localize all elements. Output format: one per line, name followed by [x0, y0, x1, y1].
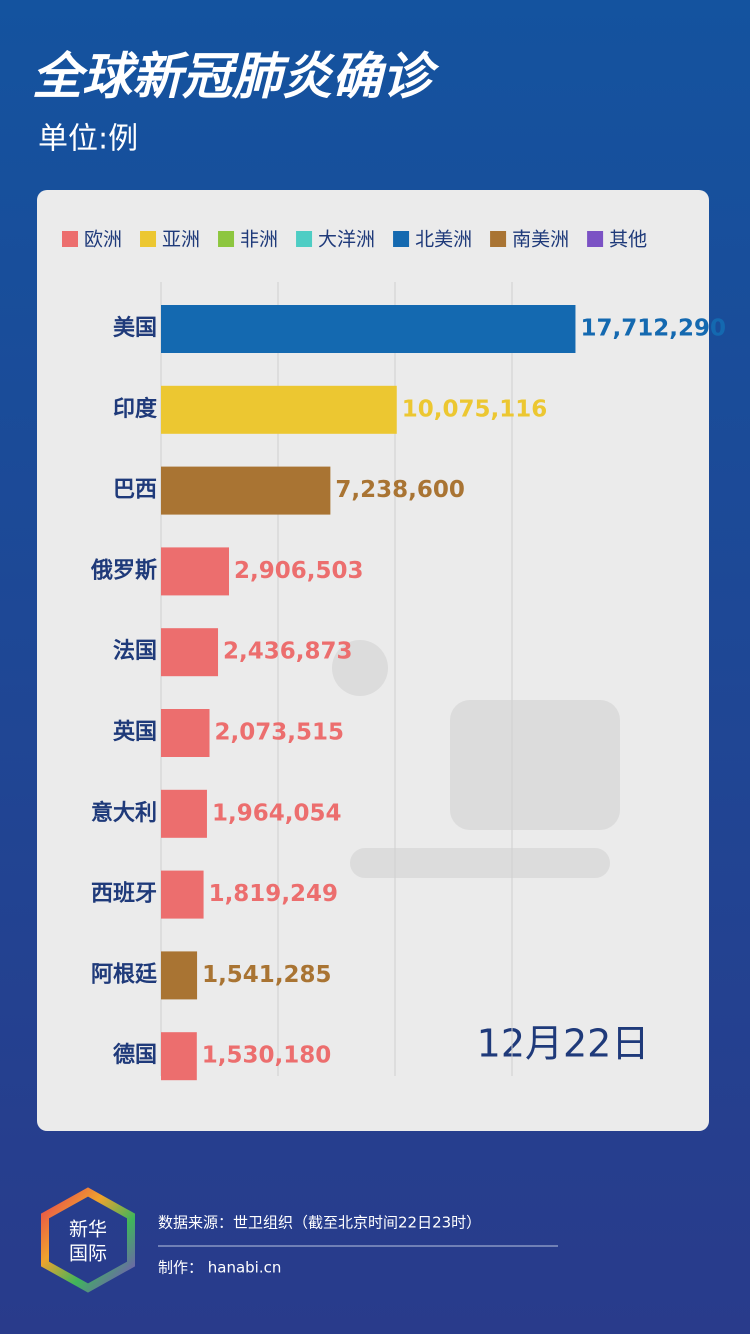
value-label: 1,819,249 — [209, 881, 339, 907]
legend-swatch — [490, 231, 507, 247]
y-tick-label: 德国 — [113, 1042, 157, 1068]
source: 数据来源：世卫组织（截至北京时间22日23时） — [158, 1214, 481, 1232]
value-label: 2,436,873 — [223, 639, 353, 665]
legend-label: 南美洲 — [512, 229, 569, 251]
value-label: 1,964,054 — [212, 800, 342, 826]
bar — [161, 547, 230, 596]
y-tick-label: 美国 — [113, 315, 157, 341]
logo-ring — [41, 1187, 135, 1293]
y-tick-label: 意大利 — [91, 800, 157, 826]
bar — [161, 628, 219, 677]
bar — [161, 305, 576, 353]
value-label: 1,541,285 — [202, 962, 332, 988]
value-label: 17,712,290 — [580, 316, 726, 342]
bar — [161, 870, 204, 919]
y-tick-label: 俄罗斯 — [90, 557, 157, 583]
legend-swatch — [140, 231, 157, 247]
legend-swatch — [393, 231, 410, 247]
value-label: 10,075,116 — [402, 396, 548, 422]
bar — [161, 951, 198, 1000]
legend-label: 北美洲 — [415, 229, 472, 251]
legend-label: 欧洲 — [84, 229, 122, 251]
bar — [161, 789, 207, 838]
bar — [161, 1032, 197, 1081]
bar — [161, 709, 210, 757]
legend-label: 亚洲 — [162, 229, 200, 251]
logo: 新华 国际 — [41, 1187, 135, 1293]
bar — [161, 466, 331, 515]
logo-text: 国际 — [69, 1243, 107, 1265]
value-label: 7,238,600 — [335, 477, 465, 503]
date-label: 12月22日 — [477, 1022, 650, 1066]
watermark — [332, 640, 620, 878]
y-tick-label: 印度 — [113, 396, 158, 422]
bar — [161, 385, 397, 434]
value-label: 2,073,515 — [215, 720, 345, 746]
chart-subtitle: 单位:例 — [38, 122, 138, 157]
y-tick-label: 西班牙 — [91, 882, 157, 907]
y-tick-label: 英国 — [113, 720, 157, 745]
legend-label: 其他 — [609, 229, 647, 251]
logo-text: 新华 — [69, 1219, 107, 1241]
legend-swatch — [296, 231, 313, 247]
legend-swatch — [62, 231, 78, 247]
credit: 制作： hanabi.cn — [158, 1259, 281, 1277]
y-tick-label: 法国 — [113, 639, 157, 664]
y-tick-label: 巴西 — [113, 478, 157, 503]
value-label: 2,906,503 — [234, 558, 364, 584]
y-tick-label: 阿根廷 — [91, 962, 158, 987]
legend-swatch — [218, 231, 235, 247]
legend-label: 非洲 — [240, 229, 278, 251]
value-label: 1,530,180 — [202, 1043, 332, 1069]
chart-title: 全球新冠肺炎确诊 — [32, 48, 440, 106]
legend-label: 大洋洲 — [318, 229, 375, 251]
legend-swatch — [587, 231, 604, 247]
